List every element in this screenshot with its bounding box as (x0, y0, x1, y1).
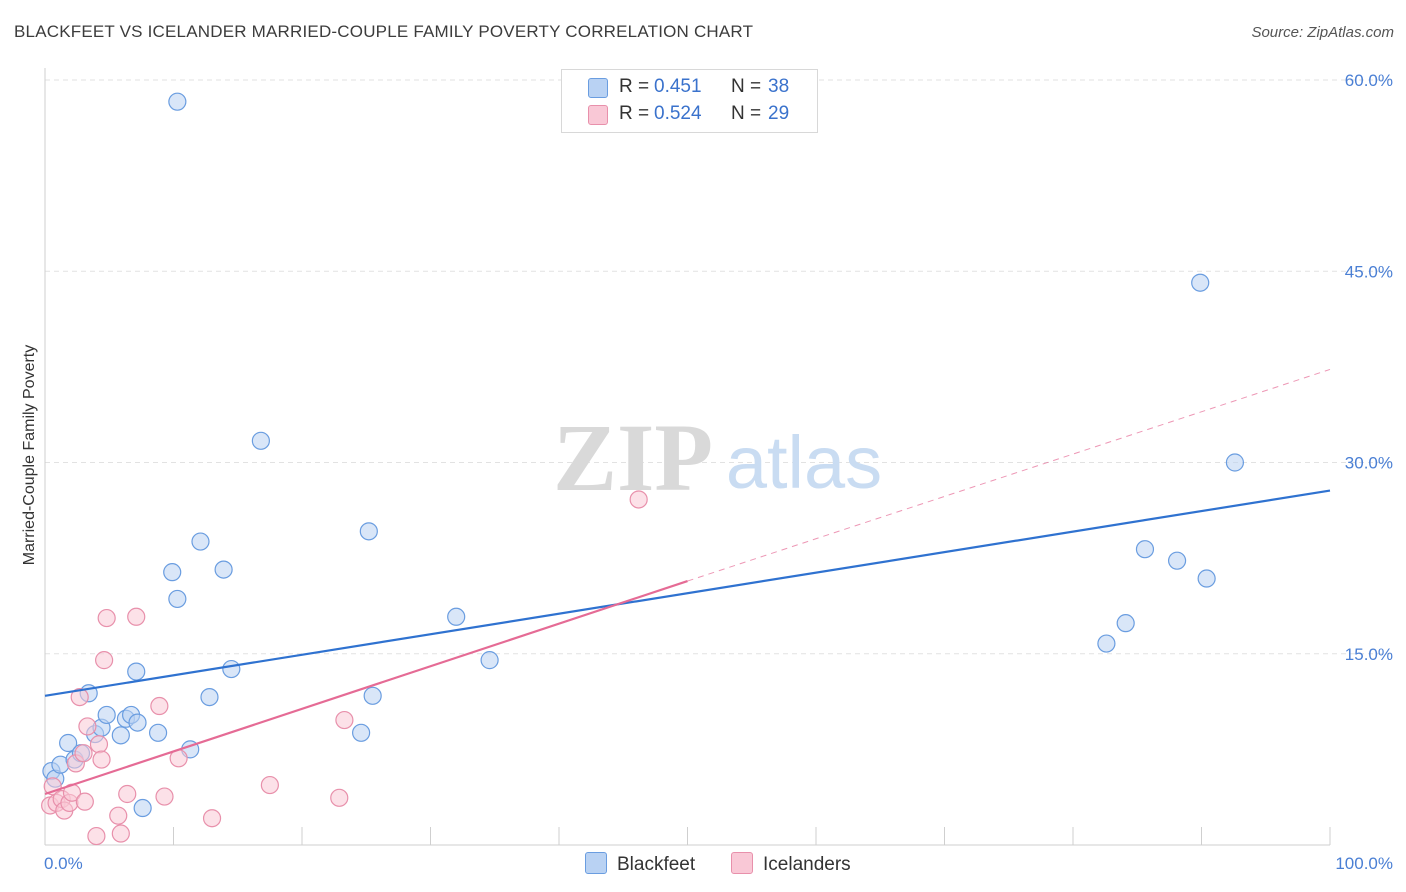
point-blackfeet (200, 687, 219, 707)
point-icelanders (202, 809, 222, 828)
legend-r-value: 0.524 (654, 103, 702, 124)
point-blackfeet (128, 713, 147, 732)
point-blackfeet (359, 522, 378, 541)
point-icelanders (127, 607, 146, 626)
bottom-legend-label-blackfeet: Blackfeet (617, 854, 696, 875)
point-icelanders (118, 784, 137, 804)
point-blackfeet (168, 92, 187, 111)
legend-n-label: N = (731, 76, 762, 97)
point-blackfeet (148, 723, 168, 742)
point-blackfeet (480, 651, 499, 670)
point-blackfeet (163, 563, 182, 582)
point-icelanders (109, 806, 128, 825)
point-blackfeet (363, 686, 382, 705)
point-blackfeet (352, 723, 371, 742)
y-tick-label: 30.0% (1345, 454, 1393, 473)
point-icelanders (70, 687, 89, 707)
point-blackfeet (1197, 569, 1216, 588)
point-blackfeet (1116, 614, 1135, 633)
legend-n-value: 29 (768, 103, 790, 124)
legend-n-label: N = (731, 103, 762, 124)
y-tick-label: 60.0% (1345, 71, 1393, 90)
trend-extension-icelanders (687, 368, 1331, 582)
legend-swatch-icelanders (588, 105, 608, 125)
point-blackfeet (447, 607, 466, 626)
stats-legend: R = 0.451 N = 38 R = 0.524 N = 29 (561, 69, 818, 133)
point-icelanders (87, 826, 106, 846)
point-icelanders (97, 608, 116, 628)
bottom-legend-label-icelanders: Icelanders (763, 854, 851, 875)
axes (44, 68, 1331, 846)
tick-labels: 15.0% 30.0% 45.0% 60.0% 0.0% 100.0% (44, 71, 1393, 873)
point-icelanders (75, 792, 94, 811)
watermark: ZIP atlas (553, 404, 882, 511)
x-tick-label-max: 100.0% (1335, 854, 1393, 873)
point-icelanders (155, 787, 174, 806)
point-icelanders (629, 490, 648, 509)
point-icelanders (78, 717, 97, 736)
legend-swatch-blackfeet (588, 78, 608, 98)
point-blackfeet (251, 431, 270, 450)
point-icelanders (260, 775, 279, 795)
legend-r-label: R = (619, 76, 650, 97)
point-blackfeet (97, 705, 116, 725)
x-tick-label-min: 0.0% (44, 854, 83, 873)
legend-r-value: 0.451 (654, 76, 702, 97)
trend-line-icelanders (44, 580, 688, 796)
chart-title: BLACKFEET VS ICELANDER MARRIED-COUPLE FA… (14, 22, 754, 41)
grid-lines (45, 79, 1392, 655)
bottom-legend-swatch-blackfeet (585, 852, 607, 874)
point-blackfeet (191, 532, 210, 551)
point-blackfeet (133, 798, 152, 818)
point-blackfeet (1191, 273, 1210, 292)
point-icelanders (89, 735, 109, 754)
point-icelanders (111, 824, 130, 843)
point-blackfeet (1135, 540, 1155, 559)
point-icelanders (92, 750, 111, 769)
point-blackfeet (214, 560, 233, 579)
point-icelanders (74, 744, 93, 763)
point-blackfeet (1167, 551, 1187, 570)
point-icelanders (330, 788, 349, 807)
point-blackfeet (1097, 634, 1116, 653)
point-icelanders (150, 696, 169, 716)
legend-n-value: 38 (768, 76, 790, 97)
y-tick-label: 45.0% (1345, 262, 1393, 281)
trend-lines (44, 368, 1331, 796)
point-blackfeet (59, 733, 78, 753)
point-blackfeet (222, 659, 241, 679)
point-blackfeet (127, 662, 146, 681)
point-icelanders (95, 651, 114, 670)
trend-line-blackfeet (44, 489, 1331, 697)
source-label: Source: ZipAtlas.com (1251, 24, 1394, 41)
point-icelanders (335, 710, 354, 730)
legend-r-label: R = (619, 103, 650, 124)
bottom-legend-swatch-icelanders (731, 852, 753, 874)
point-blackfeet (168, 589, 187, 609)
watermark-atlas: atlas (726, 421, 882, 504)
y-tick-label: 15.0% (1345, 645, 1393, 664)
point-blackfeet (111, 726, 130, 745)
bottom-legend-blackfeet: Blackfeet (585, 852, 695, 876)
point-blackfeet (1225, 453, 1245, 472)
bottom-legend-icelanders: Icelanders (731, 852, 851, 876)
